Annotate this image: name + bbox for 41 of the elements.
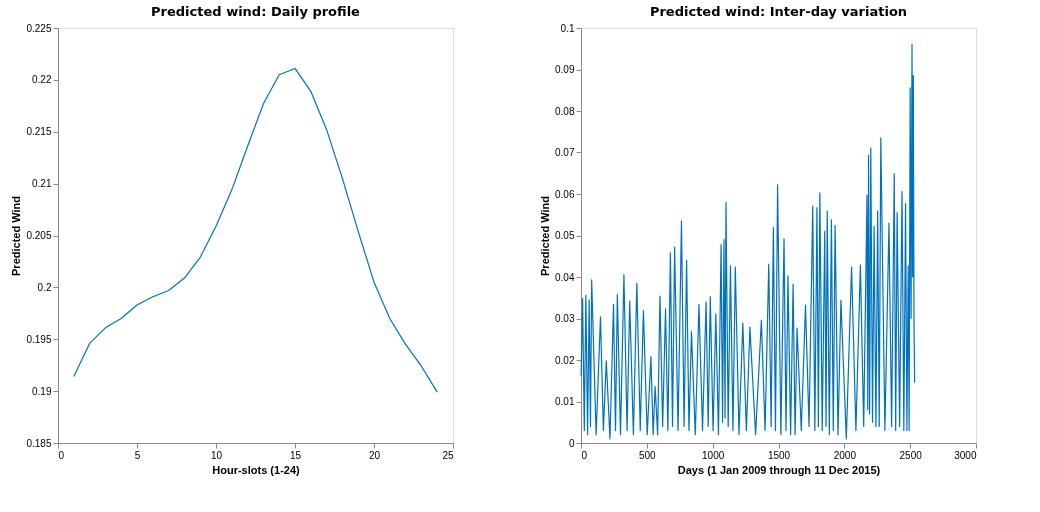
line-series bbox=[580, 44, 916, 440]
y-axis-title: Predicted Wind bbox=[10, 196, 23, 276]
x-tick-label: 5 bbox=[134, 449, 141, 461]
y-tick-label: 0.06 bbox=[555, 188, 575, 200]
x-tick-label: 20 bbox=[368, 449, 381, 461]
x-tick-label: 500 bbox=[638, 449, 657, 461]
y-tick-label: 0.19 bbox=[32, 385, 52, 397]
line-series bbox=[73, 67, 438, 393]
y-tick-label: 0.205 bbox=[26, 230, 52, 241]
y-tick-label: 0.2 bbox=[37, 281, 52, 293]
y-tick-label: 0.09 bbox=[555, 64, 575, 75]
y-tick-label: 0.195 bbox=[26, 333, 52, 345]
x-tick-label: 0 bbox=[581, 449, 588, 461]
x-tick-label: 2500 bbox=[899, 449, 923, 461]
x-tick-label: 25 bbox=[442, 449, 454, 461]
y-tick-label: 0.1 bbox=[560, 22, 575, 34]
y-tick-label: 0 bbox=[568, 437, 575, 449]
y-tick-label: 0.225 bbox=[26, 22, 52, 34]
x-tick-label: 10 bbox=[210, 449, 223, 461]
x-axis-title: Days (1 Jan 2009 through 11 Dec 2015) bbox=[677, 463, 881, 476]
y-tick-label: 0.215 bbox=[26, 126, 52, 138]
chart-title: Predicted wind: Inter-day variation bbox=[649, 4, 908, 19]
x-tick-label: 2000 bbox=[833, 449, 857, 461]
y-tick-label: 0.08 bbox=[555, 105, 575, 117]
x-axis-title: Hour-slots (1-24) bbox=[212, 463, 301, 476]
y-tick-label: 0.05 bbox=[555, 230, 575, 241]
y-tick-label: 0.07 bbox=[555, 147, 575, 158]
x-tick-label: 3000 bbox=[954, 449, 977, 461]
x-tick-label: 1500 bbox=[767, 449, 791, 461]
chart-title: Predicted wind: Daily profile bbox=[151, 4, 361, 19]
x-tick-label: 0 bbox=[58, 449, 65, 461]
y-tick-label: 0.185 bbox=[26, 437, 52, 449]
y-axis-title: Predicted Wind bbox=[539, 196, 552, 276]
y-tick-label: 0.03 bbox=[555, 313, 575, 324]
y-tick-label: 0.02 bbox=[555, 354, 575, 366]
y-tick-label: 0.22 bbox=[32, 74, 52, 86]
x-tick-label: 1000 bbox=[702, 449, 725, 461]
y-tick-label: 0.01 bbox=[555, 396, 575, 407]
x-tick-label: 15 bbox=[289, 449, 302, 461]
y-tick-label: 0.04 bbox=[555, 271, 575, 283]
y-tick-label: 0.21 bbox=[32, 178, 52, 190]
